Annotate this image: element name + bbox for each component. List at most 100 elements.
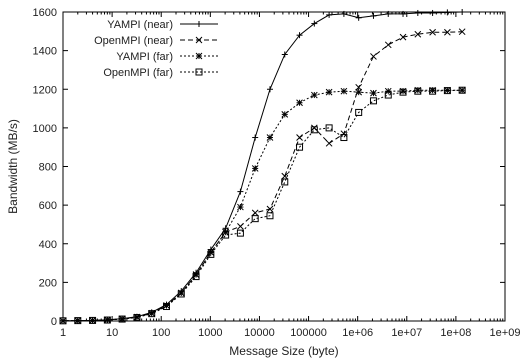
data-point <box>237 188 244 195</box>
legend: YAMPI (near) OpenMPI (near) YAMPI (far) Ope… <box>94 19 218 79</box>
data-point <box>281 178 289 186</box>
data-point <box>325 88 333 96</box>
data-point <box>281 172 289 180</box>
data-point <box>133 314 141 322</box>
data-point <box>355 108 363 116</box>
legend-marker <box>195 36 203 44</box>
data-point <box>281 51 288 58</box>
data-point <box>74 317 82 325</box>
data-point <box>103 316 111 324</box>
y-tick-label: 1200 <box>33 84 57 96</box>
legend-marker <box>196 21 202 27</box>
data-point <box>281 111 289 118</box>
data-point <box>399 88 407 96</box>
series-yampi-far <box>59 86 466 325</box>
y-tick-label: 1400 <box>33 46 57 58</box>
data-point <box>458 86 466 94</box>
data-point <box>459 9 466 15</box>
data-point <box>266 205 274 213</box>
data-point <box>251 215 259 223</box>
data-point <box>429 9 436 16</box>
data-point <box>355 83 363 91</box>
data-point <box>252 134 259 141</box>
y-tick-label: 1600 <box>33 7 57 19</box>
data-point <box>148 310 156 318</box>
x-tick-label: 100000 <box>290 327 327 339</box>
y-tick-label: 1000 <box>33 123 57 135</box>
data-point <box>444 28 451 36</box>
data-point <box>177 290 185 298</box>
data-point <box>355 88 363 96</box>
data-point <box>222 231 230 239</box>
y-tick-label: 0 <box>51 316 57 328</box>
data-point <box>370 53 377 60</box>
x-tick-label: 1000 <box>198 327 222 339</box>
data-point <box>384 91 392 99</box>
data-point <box>384 41 392 49</box>
data-point <box>414 87 422 95</box>
data-point <box>325 139 333 147</box>
data-point <box>118 315 126 323</box>
x-tick-label: 1e+06 <box>342 327 373 339</box>
legend-label: YAMPI (near) <box>107 19 173 31</box>
data-point <box>443 87 451 95</box>
series-line <box>62 89 463 322</box>
data-point <box>251 165 259 172</box>
x-tick-label: 1e+09 <box>490 327 521 339</box>
data-point <box>414 30 422 38</box>
data-point <box>296 99 303 107</box>
data-point <box>400 10 407 17</box>
data-point <box>207 249 215 256</box>
data-point <box>429 87 437 95</box>
legend-label: OpenMPI (far) <box>103 67 173 79</box>
data-point <box>192 273 200 281</box>
data-point <box>444 9 451 16</box>
y-tick-label: 400 <box>39 239 57 251</box>
series-line <box>62 89 463 322</box>
x-tick-label: 1 <box>60 327 66 339</box>
x-axis-label: Message Size (byte) <box>229 344 338 358</box>
y-tick-label: 200 <box>39 277 57 289</box>
legend-label: OpenMPI (near) <box>94 35 173 47</box>
data-point <box>458 28 466 36</box>
data-point <box>310 126 318 134</box>
data-point <box>326 11 333 18</box>
data-point <box>192 271 200 279</box>
data-point <box>118 315 126 323</box>
data-point <box>370 89 377 97</box>
x-tick-label: 1e+08 <box>440 327 471 339</box>
legend-marker <box>195 52 203 60</box>
series-openmpi-far <box>59 86 466 325</box>
x-tick-label: 10000 <box>244 327 275 339</box>
data-point <box>385 10 392 17</box>
data-point <box>340 134 348 142</box>
data-point <box>429 28 436 36</box>
data-point <box>207 250 215 258</box>
y-tick-label: 600 <box>39 200 57 212</box>
series-line <box>62 31 463 322</box>
data-point <box>237 223 244 230</box>
data-point <box>266 134 274 141</box>
data-point <box>59 317 67 325</box>
x-tick-label: 10 <box>106 327 118 339</box>
legend-label: YAMPI (far) <box>116 51 173 63</box>
axes: 1 10 100 1000 10000 100000 1e+06 1e+07 1e+08 1e+0… <box>33 7 521 339</box>
data-point <box>355 14 362 21</box>
legend-marker <box>195 68 203 76</box>
y-axis-label: Bandwidth (MB/s) <box>6 119 20 214</box>
data-point <box>399 33 407 41</box>
data-point <box>266 86 273 93</box>
y-tick-label: 800 <box>39 162 57 174</box>
data-point <box>266 212 274 220</box>
data-point <box>340 87 348 95</box>
data-point <box>340 10 347 17</box>
data-point <box>237 203 244 211</box>
data-point <box>162 303 170 311</box>
data-point <box>296 134 303 141</box>
x-tick-label: 1e+07 <box>391 327 422 339</box>
data-point <box>89 316 97 324</box>
series-group <box>59 9 466 325</box>
data-point <box>236 229 244 237</box>
data-point <box>251 209 259 217</box>
